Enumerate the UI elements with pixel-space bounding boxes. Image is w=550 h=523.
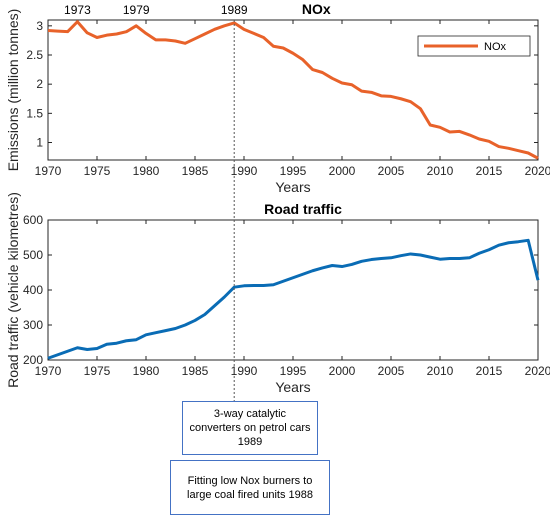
road-traffic-chart: 1970 1975 1980 1985 1990 1995 2000 2005 2010 2015…: [5, 192, 550, 395]
x-tick-label: 2000: [329, 164, 356, 178]
y-tick-label: 200: [23, 353, 43, 367]
y-tick-label: 500: [23, 248, 43, 262]
x-tick-label: 1990: [231, 164, 258, 178]
nox-chart-title: NOx: [302, 1, 331, 17]
road-traffic-x-axis-label: Years: [275, 379, 310, 395]
x-tick-label: 2005: [378, 164, 405, 178]
nox-legend: NOx: [417, 35, 531, 57]
x-tick-label: 1975: [84, 364, 111, 378]
x-tick-label: 2020: [525, 364, 550, 378]
x-tick-label: 1970: [35, 364, 62, 378]
catalytic-converter-note: 3-way catalytic converters on petrol car…: [182, 401, 318, 455]
road-traffic-chart-title: Road traffic: [264, 201, 342, 217]
x-tick-label: 1980: [133, 164, 160, 178]
low-nox-burner-note: Fitting low Nox burners to large coal fi…: [170, 460, 330, 515]
y-tick-label: 3: [36, 19, 43, 33]
x-tick-label: 1975: [84, 164, 111, 178]
road-traffic-series-line: [47, 238, 540, 360]
nox-year-annotations: 1973 1979 1989: [64, 3, 248, 17]
year-annotation: 1989: [221, 3, 248, 17]
x-tick-label: 1985: [182, 164, 209, 178]
x-tick-label: 2015: [476, 164, 503, 178]
x-tick-label: 1985: [182, 364, 209, 378]
nox-chart: 1970 1975 1980 1985 1990 1995 2000 2005 2010 2015…: [5, 1, 550, 195]
x-tick-label: 2010: [427, 164, 454, 178]
x-tick-label: 1995: [280, 364, 307, 378]
y-tick-label: 2: [36, 77, 43, 91]
y-tick-label: 1.5: [26, 106, 43, 120]
legend-label: NOx: [484, 41, 507, 53]
nox-y-axis-label: Emissions (million tonnes): [5, 9, 21, 172]
road-traffic-ticks: 1970 1975 1980 1985 1990 1995 2000 2005 2010 2015…: [23, 213, 550, 378]
x-tick-label: 1980: [133, 364, 160, 378]
y-tick-label: 400: [23, 283, 43, 297]
y-tick-label: 300: [23, 318, 43, 332]
x-tick-label: 2005: [378, 364, 405, 378]
x-tick-label: 1970: [35, 164, 62, 178]
x-tick-label: 2000: [329, 364, 356, 378]
nox-ticks: 1970 1975 1980 1985 1990 1995 2000 2005 2010 2015…: [26, 19, 550, 178]
y-tick-label: 600: [23, 213, 43, 227]
x-tick-label: 2010: [427, 364, 454, 378]
nox-x-axis-label: Years: [275, 179, 310, 195]
y-tick-label: 2.5: [26, 48, 43, 62]
y-tick-label: 1: [36, 136, 43, 150]
year-annotation: 1973: [64, 3, 91, 17]
x-tick-label: 2015: [476, 364, 503, 378]
x-tick-label: 1990: [231, 364, 258, 378]
x-tick-label: 1995: [280, 164, 307, 178]
nox-series-line: [47, 20, 539, 160]
x-tick-label: 2020: [525, 164, 550, 178]
road-traffic-y-axis-label: Road traffic (vehicle kilometres): [5, 192, 21, 388]
year-annotation: 1979: [123, 3, 150, 17]
road-traffic-plot-area: [47, 219, 539, 361]
